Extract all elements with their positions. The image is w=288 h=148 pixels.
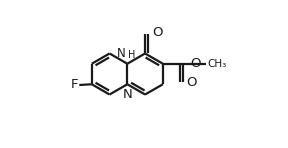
Text: N: N [117,47,125,60]
Text: CH₃: CH₃ [208,59,227,69]
Text: H: H [128,50,135,60]
Text: O: O [190,57,200,70]
Text: O: O [186,76,197,89]
Text: O: O [152,26,162,40]
Text: F: F [71,78,78,91]
Text: N: N [123,88,133,101]
